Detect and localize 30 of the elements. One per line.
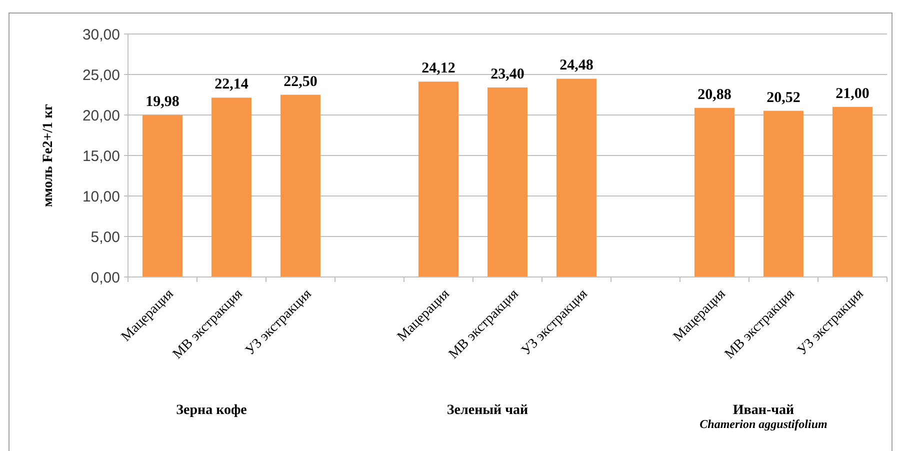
y-axis-title: ммоль Fe2+/1 кг bbox=[41, 104, 56, 208]
text: Зерна кофе bbox=[176, 403, 247, 418]
text: Chamerion aggustifolium bbox=[700, 417, 828, 431]
data-label: 21,00 bbox=[836, 86, 870, 102]
bar bbox=[832, 106, 873, 277]
bar bbox=[487, 87, 528, 277]
bar bbox=[280, 94, 321, 277]
bar bbox=[763, 110, 804, 277]
y-tick-label: 20,00 bbox=[82, 107, 120, 124]
bar bbox=[694, 108, 735, 277]
data-label: 20,88 bbox=[698, 86, 732, 103]
bar bbox=[418, 82, 459, 277]
data-label: 22,50 bbox=[284, 74, 318, 90]
text: Зеленый чай bbox=[446, 403, 528, 418]
data-label: 20,52 bbox=[766, 90, 800, 106]
y-tick-label: 15,00 bbox=[82, 148, 120, 165]
bar bbox=[211, 98, 252, 277]
data-label: 19,98 bbox=[146, 94, 180, 110]
y-tick-label: 25,00 bbox=[82, 66, 120, 84]
y-tick-label: 10,00 bbox=[82, 188, 120, 206]
text: Иван-чай bbox=[732, 403, 794, 418]
data-label: 24,12 bbox=[422, 60, 456, 77]
data-label: 22,14 bbox=[214, 76, 249, 93]
bar bbox=[556, 78, 597, 277]
y-tick-label: 0,00 bbox=[90, 269, 120, 286]
data-label: 24,48 bbox=[560, 58, 594, 74]
y-tick-label: 30,00 bbox=[82, 26, 120, 44]
bar bbox=[142, 115, 183, 277]
y-tick-label: 5,00 bbox=[90, 228, 120, 246]
data-label: 23,40 bbox=[490, 66, 524, 82]
